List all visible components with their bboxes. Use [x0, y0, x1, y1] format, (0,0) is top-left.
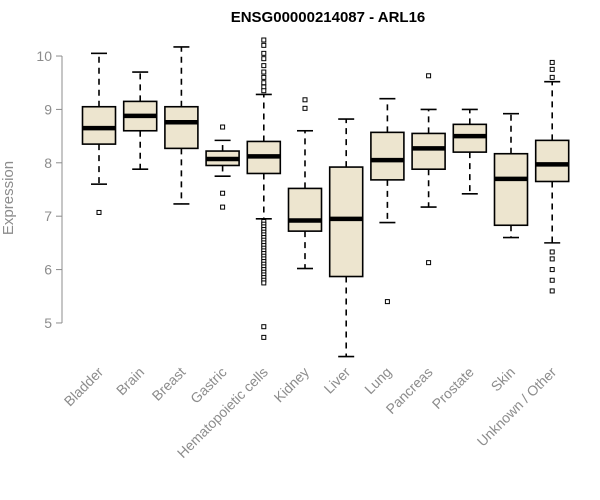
- outlier-point: [261, 280, 267, 286]
- outlier-point: [426, 260, 432, 266]
- outlier-point: [261, 74, 267, 80]
- boxes-layer: [81, 37, 570, 358]
- iqr-box: [370, 131, 405, 181]
- y-tick-label: 5: [44, 315, 52, 331]
- x-tick-label: Bladder: [61, 364, 107, 410]
- outlier-point: [549, 59, 555, 65]
- outlier-point: [220, 124, 226, 130]
- y-axis-label: Expression: [0, 161, 17, 235]
- box-kidney: [287, 97, 323, 270]
- outlier-point: [261, 334, 267, 340]
- outlier-point: [549, 66, 555, 72]
- x-tick-label: Prostate: [429, 364, 477, 412]
- outlier-point: [549, 256, 555, 262]
- iqr-box: [493, 152, 529, 227]
- y-tick-label: 10: [36, 48, 52, 64]
- box-bladder: [81, 52, 117, 215]
- outlier-point: [261, 56, 267, 62]
- outlier-point: [261, 88, 267, 94]
- box-breast: [164, 46, 199, 205]
- outlier-point: [261, 50, 267, 56]
- outlier-point: [549, 288, 555, 294]
- iqr-box: [411, 132, 446, 171]
- outlier-point: [261, 324, 267, 330]
- box-skin: [493, 112, 529, 239]
- outlier-point: [96, 209, 102, 215]
- outlier-point: [261, 37, 267, 43]
- iqr-box: [164, 105, 199, 150]
- outlier-point: [220, 204, 226, 210]
- box-brain: [122, 71, 158, 171]
- outlier-point: [549, 277, 555, 283]
- outlier-point: [261, 69, 267, 75]
- outlier-point: [302, 97, 308, 103]
- x-tick-label: Lung: [361, 364, 394, 397]
- x-tick-label: Skin: [488, 364, 519, 395]
- x-tick-label: Brain: [113, 364, 147, 398]
- iqr-box: [287, 187, 323, 232]
- x-tick-label: Kidney: [271, 364, 313, 406]
- box-hematopoietic-cells: [246, 37, 282, 340]
- outlier-point: [549, 74, 555, 80]
- y-axis: 5 6 7 8 9 10: [36, 48, 63, 331]
- outlier-point: [261, 63, 267, 69]
- outlier-point: [261, 42, 267, 48]
- box-liver: [328, 118, 364, 358]
- outlier-point: [549, 267, 555, 273]
- iqr-box: [534, 139, 570, 183]
- box-unknown-other: [534, 59, 570, 294]
- box-pancreas: [411, 73, 446, 266]
- x-tick-label: Liver: [321, 364, 354, 397]
- iqr-box: [328, 166, 364, 278]
- outlier-point: [426, 73, 432, 79]
- outlier-point: [220, 190, 226, 196]
- outlier-point: [302, 105, 308, 111]
- outlier-point: [384, 299, 390, 305]
- y-tick-label: 9: [44, 101, 52, 117]
- box-gastric: [205, 124, 240, 210]
- box-lung: [370, 97, 405, 305]
- box-prostate: [452, 108, 488, 195]
- outlier-point: [261, 80, 267, 86]
- y-tick-label: 8: [44, 155, 52, 171]
- chart-title: ENSG00000214087 - ARL16: [231, 9, 426, 26]
- y-tick-label: 6: [44, 262, 52, 278]
- y-tick-label: 7: [44, 208, 52, 224]
- x-tick-label: Breast: [149, 364, 189, 404]
- iqr-box: [81, 105, 117, 145]
- outlier-point: [549, 249, 555, 255]
